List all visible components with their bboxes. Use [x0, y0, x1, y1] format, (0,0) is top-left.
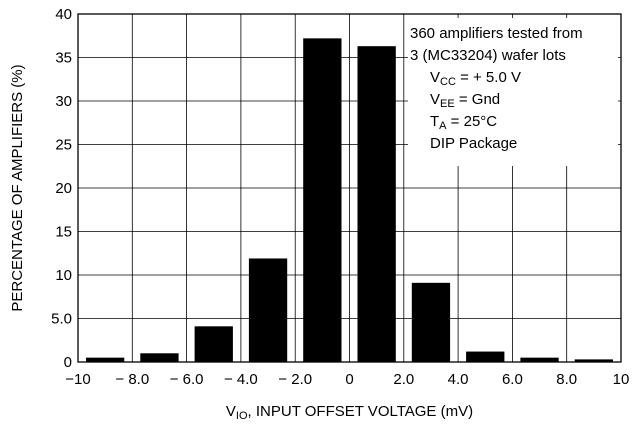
annotation-text: T: [430, 113, 439, 130]
y-tick-label: 30: [55, 93, 72, 110]
annotation-text: V: [430, 69, 440, 86]
histogram-bar: [194, 326, 233, 362]
x-tick-label: 4.0: [448, 371, 469, 388]
annotation-line5: TA = 25°C: [430, 113, 497, 132]
x-tick-label: 0: [345, 371, 353, 388]
x-axis-title-subscript: IO: [236, 410, 248, 422]
y-tick-label: 5.0: [51, 311, 72, 328]
annotation-text: = Gnd: [455, 91, 500, 108]
annotation-line3: VCC = + 5.0 V: [430, 69, 521, 88]
annotation-text: 360 amplifiers tested from: [410, 25, 583, 42]
y-tick-labels: 0 5.0 10 15 20 25 30 35 40: [51, 6, 72, 371]
y-tick-label: 15: [55, 224, 72, 241]
x-tick-label: 8.0: [556, 371, 577, 388]
x-tick-label: 10: [613, 371, 630, 388]
test-conditions-annotation: 360 amplifiers tested from 3 (MC33204) wa…: [410, 25, 583, 152]
histogram-bar: [140, 353, 179, 362]
y-tick-label: 35: [55, 50, 72, 67]
annotation-subscript: EE: [440, 98, 455, 110]
annotation-text: DIP Package: [430, 135, 517, 152]
y-tick-label: 25: [55, 137, 72, 154]
annotation-text: = + 5.0 V: [456, 69, 521, 86]
annotation-text: = 25°C: [447, 113, 498, 130]
annotation-text: 3 (MC33204) wafer lots: [410, 47, 566, 64]
histogram-bar: [303, 38, 342, 363]
annotation-line2: 3 (MC33204) wafer lots: [410, 47, 566, 64]
x-axis-title-text: , INPUT OFFSET VOLTAGE (mV): [248, 403, 474, 420]
x-tick-label: 6.0: [502, 371, 523, 388]
x-tick-label: − 6.0: [170, 371, 204, 388]
x-tick-label: 2.0: [393, 371, 414, 388]
x-tick-labels: −10 − 8.0 − 6.0 − 4.0 − 2.0 0 2.0 4.0 6.0 8.0 10: [65, 371, 629, 388]
annotation-background: [408, 18, 618, 166]
histogram-bar: [466, 351, 505, 362]
x-tick-label: − 8.0: [115, 371, 149, 388]
y-tick-label: 10: [55, 267, 72, 284]
histogram-bars: [86, 38, 613, 363]
annotation-line1: 360 amplifiers tested from: [410, 25, 583, 42]
histogram-bar: [411, 282, 451, 362]
x-tick-label: − 4.0: [224, 371, 258, 388]
annotation-subscript: A: [439, 120, 447, 132]
plot-frame: [77, 13, 622, 363]
histogram-bar: [357, 46, 396, 362]
histogram-bar: [248, 258, 288, 362]
x-tick-label: − 2.0: [278, 371, 312, 388]
histogram-bar: [520, 357, 559, 362]
annotation-subscript: CC: [440, 76, 456, 88]
y-tick-label: 40: [55, 6, 72, 23]
histogram-bar: [574, 359, 613, 362]
x-axis-title: VIO, INPUT OFFSET VOLTAGE (mV): [226, 403, 473, 422]
annotation-line6: DIP Package: [430, 135, 517, 152]
annotation-text: V: [430, 91, 440, 108]
x-tick-label: −10: [65, 371, 90, 388]
y-axis-title: PERCENTAGE OF AMPLIFIERS (%): [9, 64, 26, 311]
y-tick-label: 20: [55, 180, 72, 197]
y-tick-label: 0: [64, 354, 72, 371]
x-axis-title-text: V: [226, 403, 236, 420]
histogram-bar: [86, 357, 125, 362]
annotation-line4: VEE = Gnd: [430, 91, 500, 110]
